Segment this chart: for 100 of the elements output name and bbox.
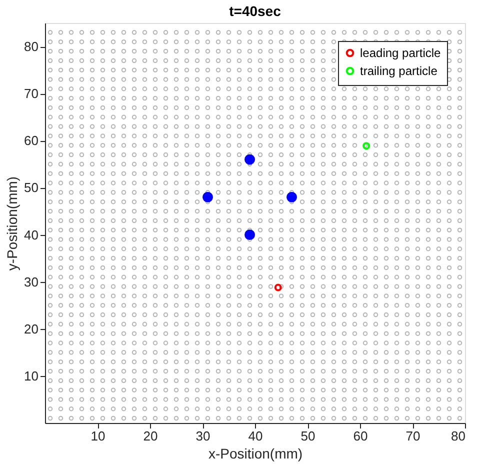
point bbox=[184, 162, 190, 167]
point bbox=[48, 105, 53, 110]
point bbox=[163, 134, 168, 138]
point bbox=[457, 350, 462, 355]
point bbox=[320, 322, 326, 327]
point bbox=[152, 171, 158, 176]
point bbox=[48, 350, 53, 355]
point bbox=[300, 77, 305, 82]
point bbox=[142, 406, 148, 412]
point bbox=[426, 416, 431, 421]
point bbox=[446, 114, 452, 120]
point bbox=[331, 416, 336, 421]
point bbox=[142, 302, 148, 308]
point bbox=[163, 406, 168, 412]
point bbox=[362, 388, 368, 392]
point bbox=[300, 331, 305, 336]
point bbox=[258, 388, 263, 392]
point bbox=[174, 162, 179, 167]
point bbox=[121, 218, 126, 224]
point bbox=[152, 190, 158, 195]
point bbox=[457, 134, 462, 138]
point bbox=[373, 256, 378, 261]
point bbox=[268, 58, 274, 64]
point bbox=[90, 331, 95, 336]
point bbox=[268, 388, 274, 392]
point bbox=[426, 171, 431, 176]
point bbox=[58, 284, 64, 289]
point bbox=[436, 340, 442, 346]
point bbox=[278, 265, 284, 270]
point bbox=[278, 48, 284, 54]
point bbox=[110, 416, 116, 421]
point bbox=[352, 228, 358, 232]
point bbox=[58, 322, 64, 327]
point bbox=[48, 162, 53, 167]
point bbox=[373, 416, 378, 421]
point bbox=[132, 294, 137, 298]
point bbox=[142, 228, 148, 232]
point bbox=[194, 397, 200, 402]
point bbox=[48, 237, 53, 242]
point bbox=[446, 368, 452, 374]
point bbox=[174, 77, 179, 82]
point bbox=[247, 256, 252, 261]
point bbox=[163, 171, 168, 176]
point bbox=[110, 180, 116, 186]
point bbox=[384, 114, 389, 120]
point bbox=[68, 190, 74, 195]
point bbox=[394, 302, 400, 308]
point bbox=[132, 134, 137, 138]
point bbox=[258, 228, 263, 232]
point bbox=[342, 388, 347, 392]
point bbox=[426, 340, 431, 346]
point bbox=[289, 406, 294, 412]
point bbox=[58, 274, 64, 280]
point bbox=[68, 284, 74, 289]
point bbox=[342, 397, 347, 402]
point bbox=[174, 134, 179, 138]
point bbox=[132, 124, 137, 129]
point bbox=[278, 68, 284, 72]
point bbox=[300, 105, 305, 110]
point bbox=[205, 331, 210, 336]
point bbox=[436, 331, 442, 336]
point bbox=[205, 322, 210, 327]
point bbox=[384, 350, 389, 355]
point bbox=[362, 171, 368, 176]
point bbox=[205, 142, 210, 148]
point bbox=[216, 162, 221, 167]
point bbox=[48, 142, 53, 148]
point bbox=[300, 86, 305, 92]
point bbox=[289, 142, 294, 148]
point bbox=[404, 190, 410, 195]
point bbox=[446, 39, 452, 44]
point bbox=[342, 331, 347, 336]
point bbox=[216, 30, 221, 35]
point bbox=[121, 265, 126, 270]
point bbox=[258, 77, 263, 82]
point bbox=[373, 368, 378, 374]
point bbox=[436, 350, 442, 355]
point bbox=[163, 39, 168, 44]
point bbox=[100, 228, 106, 232]
point bbox=[205, 397, 210, 402]
point bbox=[320, 406, 326, 412]
point bbox=[48, 171, 53, 176]
point bbox=[48, 134, 53, 138]
point bbox=[110, 68, 116, 72]
point bbox=[194, 171, 200, 176]
point bbox=[289, 228, 294, 232]
point bbox=[352, 294, 358, 298]
point bbox=[236, 30, 242, 35]
point bbox=[404, 105, 410, 110]
point bbox=[247, 274, 252, 280]
point bbox=[205, 114, 210, 120]
point bbox=[58, 359, 64, 364]
point bbox=[436, 312, 442, 318]
point bbox=[394, 171, 400, 176]
point bbox=[194, 199, 200, 204]
point bbox=[457, 86, 462, 92]
point bbox=[373, 388, 378, 392]
point bbox=[289, 96, 294, 101]
point bbox=[184, 406, 190, 412]
point bbox=[457, 180, 462, 186]
